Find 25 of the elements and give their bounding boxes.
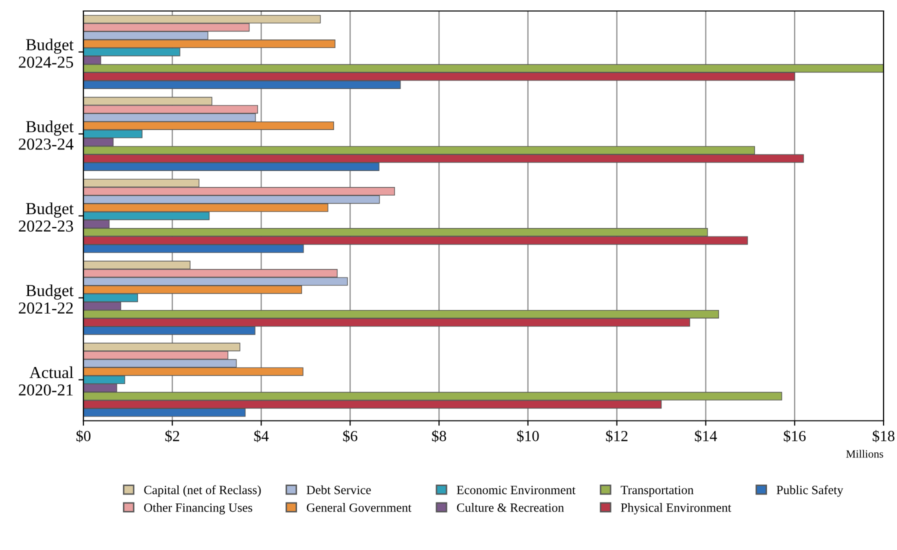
legend-label: Other Financing Uses <box>144 503 252 514</box>
x-tick-label: $10 <box>517 430 539 442</box>
x-tick-label: $16 <box>784 430 806 442</box>
x-tick-label: $2 <box>165 430 180 442</box>
legend-label: General Government <box>306 503 412 512</box>
legend-label: Physical Environment <box>620 503 732 514</box>
x-tick-label: $12 <box>606 430 628 442</box>
legend-label: Capital (net of Reclass) <box>144 485 261 497</box>
legend-label: Economic Environment <box>456 486 576 494</box>
y-tick-label: Budget 2023-24 <box>18 120 74 150</box>
x-tick-label: $4 <box>254 430 269 442</box>
x-tick-label: $8 <box>432 430 446 442</box>
x-axis-title: Millions <box>846 450 884 458</box>
x-tick-label: $6 <box>343 430 358 442</box>
legend-label: Transportation <box>620 486 694 497</box>
x-tick-label: $0 <box>76 430 90 442</box>
y-tick-label: Actual 2020-21 <box>18 366 74 396</box>
legend-label: Debt Service <box>306 485 371 494</box>
legend-label: Public Safety <box>776 485 844 497</box>
y-tick-label: Budget 2024-25 <box>18 38 74 68</box>
x-tick-label: $18 <box>872 430 894 442</box>
y-tick-label: Budget 2022-23 <box>18 202 74 232</box>
x-tick-label: $14 <box>694 430 717 442</box>
legend-label: Culture & Recreation <box>457 503 564 512</box>
y-tick-label: Budget 2021-22 <box>18 284 74 314</box>
